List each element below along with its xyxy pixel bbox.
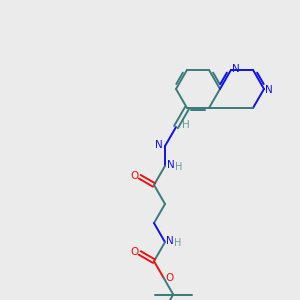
Text: N: N — [167, 160, 175, 170]
Text: H: H — [182, 120, 190, 130]
Text: H: H — [175, 162, 183, 172]
Text: O: O — [130, 171, 139, 181]
Text: N: N — [166, 236, 174, 246]
Text: N: N — [232, 64, 240, 74]
Text: N: N — [155, 140, 163, 150]
Text: H: H — [174, 238, 182, 248]
Text: O: O — [165, 273, 173, 284]
Text: N: N — [265, 85, 273, 95]
Text: O: O — [130, 247, 139, 257]
